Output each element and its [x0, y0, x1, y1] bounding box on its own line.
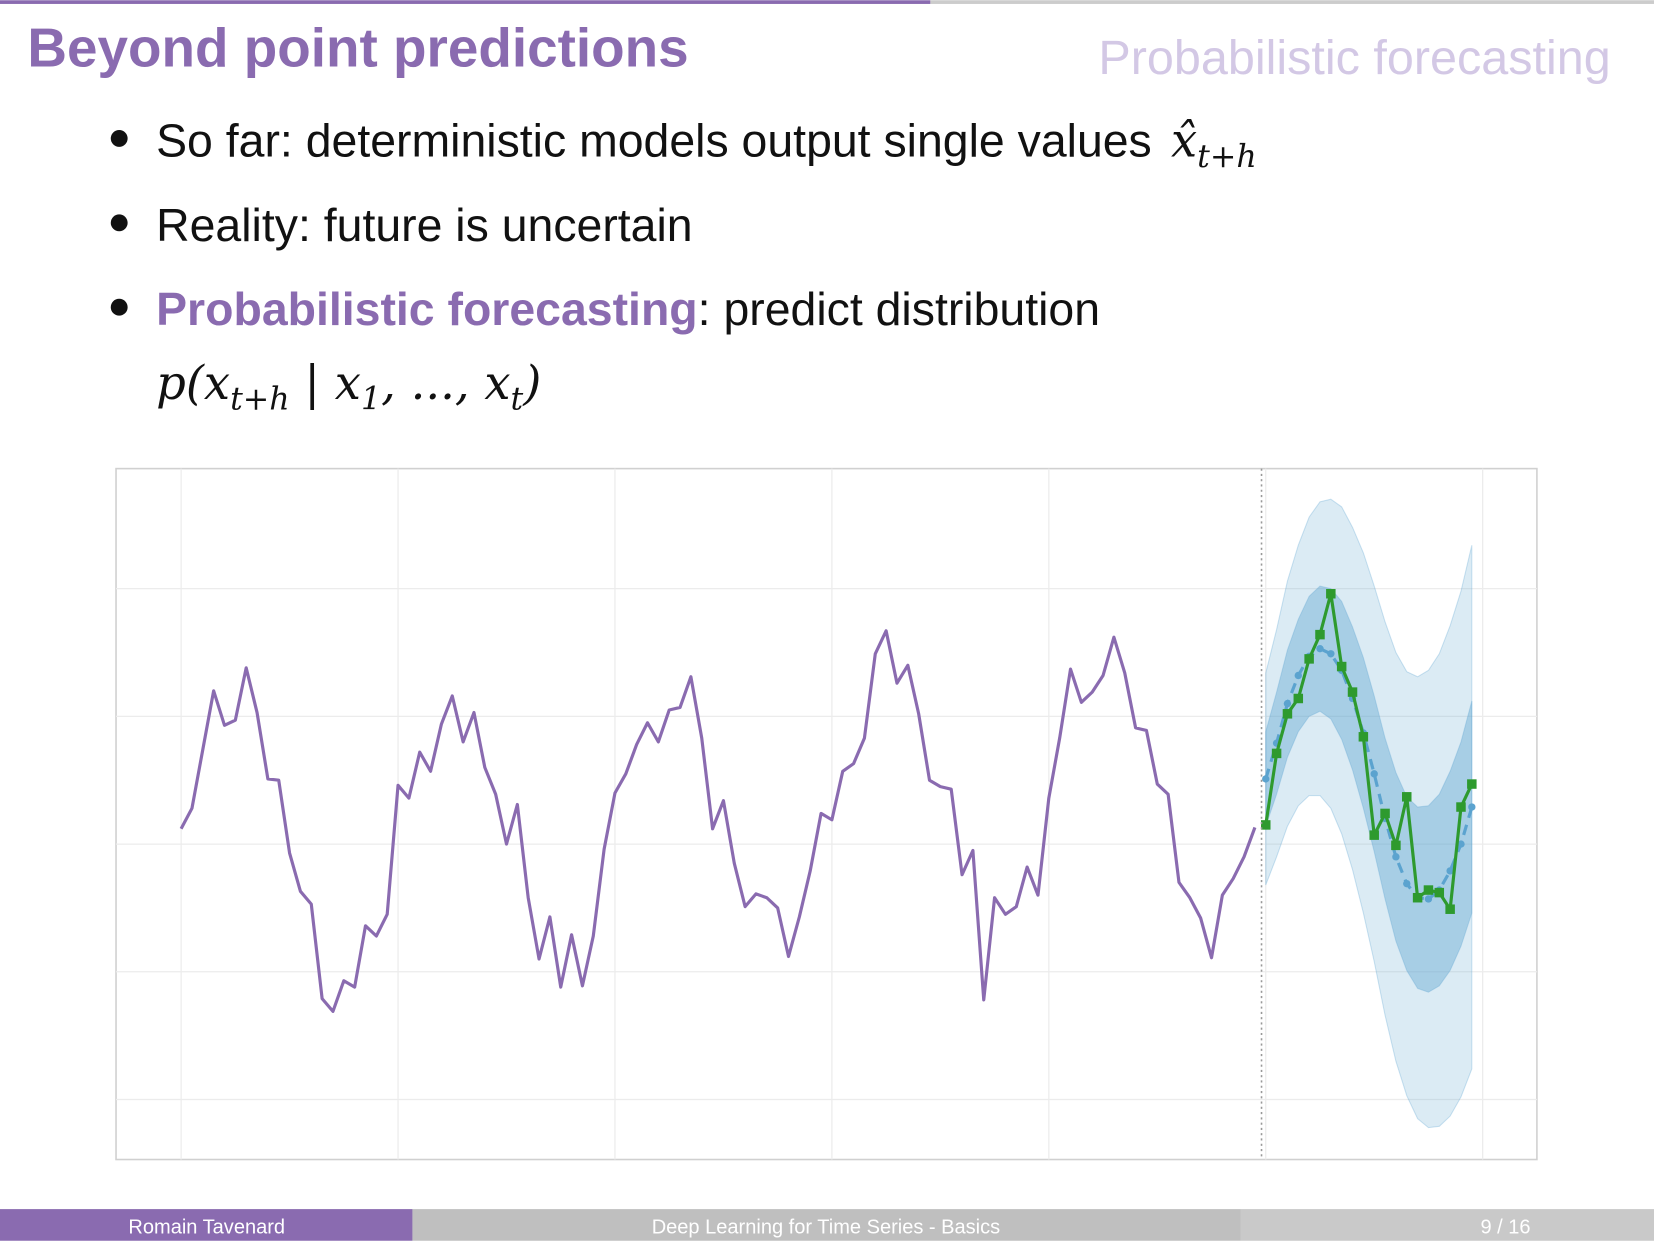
series-marker	[1445, 904, 1455, 914]
plot-frame	[115, 467, 1538, 1161]
forecast-mean-point	[1424, 895, 1433, 903]
series-marker	[1434, 887, 1445, 898]
bullet-dot	[110, 298, 128, 316]
series-marker	[1315, 629, 1325, 640]
series-marker	[1271, 748, 1282, 759]
forecast-mean-point	[1392, 853, 1400, 861]
emphasis: Probabilistic forecasting	[156, 283, 698, 335]
series-marker	[1293, 693, 1304, 704]
footer-author: Romain Tavenard	[128, 1216, 285, 1238]
forecast-mean-point	[1457, 840, 1465, 848]
footer-right	[1240, 1209, 1654, 1241]
bullet-text: So far: deterministic models output sing…	[156, 114, 1165, 166]
forecast-mean-point	[1468, 803, 1476, 811]
math-sub: 1	[361, 382, 381, 418]
section-title: Probabilistic forecasting	[1098, 31, 1610, 85]
bullet-dot	[110, 214, 128, 232]
math: )	[522, 356, 541, 410]
series-marker	[1304, 654, 1314, 664]
series-marker	[1282, 709, 1293, 719]
forecast-mean-point	[1262, 775, 1270, 783]
math-sub: t+h	[230, 382, 290, 418]
forecast-mean-point	[1370, 770, 1378, 778]
bullet-text: : predict distribution	[698, 283, 1100, 335]
footer-page: 9 / 16	[1480, 1216, 1530, 1238]
series-marker	[1423, 885, 1434, 895]
bullet-text: Reality: future is uncertain	[156, 199, 693, 251]
footer-left	[0, 1209, 413, 1241]
math: x̂	[1171, 113, 1197, 167]
progress-bar	[0, 0, 931, 4]
math: p(x	[156, 356, 230, 410]
forecast-mean-point	[1294, 671, 1302, 680]
series-marker	[1358, 732, 1369, 742]
series-marker	[1380, 808, 1390, 819]
series-marker	[1261, 820, 1271, 830]
series-marker	[1326, 589, 1336, 599]
forecast-mean-point	[1403, 879, 1411, 888]
forecast-mean-point	[1283, 699, 1292, 708]
series-marker	[1369, 830, 1379, 840]
footer-talk: Deep Learning for Time Series - Basics	[652, 1216, 1000, 1238]
formula: p(xt+h | x1, ..., xt)	[156, 356, 541, 418]
series-marker	[1336, 661, 1347, 672]
bullet-dot	[110, 129, 128, 147]
math: | x	[290, 356, 361, 410]
forecast-mean-point	[1446, 867, 1454, 875]
progress-track	[930, 0, 1654, 4]
series-marker	[1412, 892, 1423, 903]
series-marker	[1402, 792, 1412, 802]
math: , ..., x	[381, 356, 510, 410]
series-marker	[1347, 687, 1358, 697]
footer-middle	[412, 1209, 1241, 1241]
forecast-mean-point	[1327, 650, 1335, 658]
series-marker	[1391, 840, 1401, 851]
forecast-mean-point	[1316, 644, 1324, 653]
series-marker	[1467, 779, 1477, 789]
interval-band	[1265, 498, 1473, 1129]
series-line	[179, 629, 1257, 1013]
slide-title: Beyond point predictions	[27, 17, 688, 79]
math-sub: t+h	[1197, 139, 1257, 175]
series-marker	[1456, 802, 1466, 812]
bullet: So far: deterministic models output sing…	[156, 113, 1257, 175]
chart	[115, 467, 1538, 1161]
bullet: Probabilistic forecasting: predict distr…	[156, 283, 1100, 335]
bullet: Reality: future is uncertain	[156, 199, 693, 251]
math-sub: t	[511, 382, 524, 418]
